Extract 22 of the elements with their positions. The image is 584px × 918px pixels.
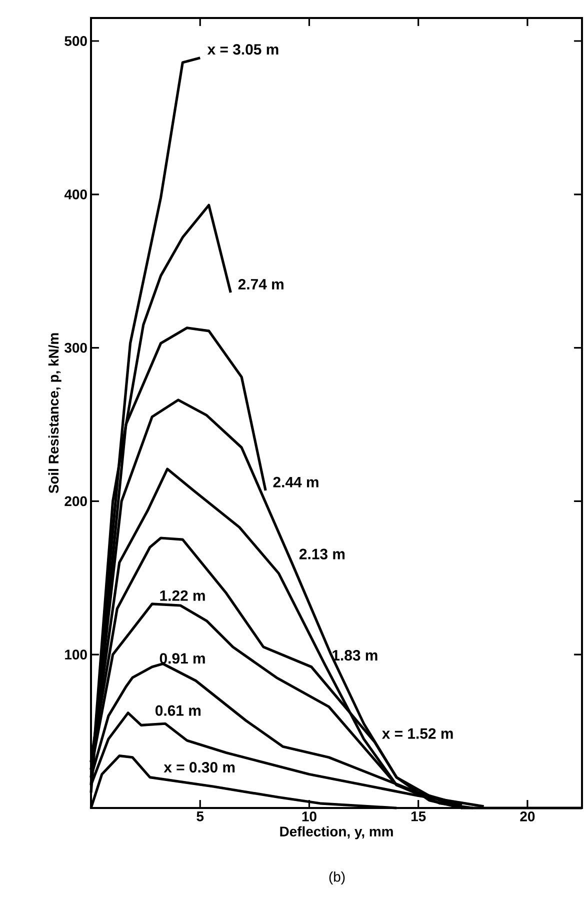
x-tick-label: 10 [302,812,316,822]
annotation: x = 0.30 m [164,762,235,773]
annotation: 0.61 m [156,705,200,716]
x-tick-label: 15 [411,812,426,822]
annotation: x = 3.05 m [207,44,278,55]
x-axis-title: Deflection, y, mm [280,826,393,840]
y-tick-label: 100 [65,650,87,660]
annotation: 2.13 m [299,548,345,560]
y-axis-title: Soil Resistance, p, kN/m [48,333,62,494]
annotation: x = 1.52 m [382,728,453,739]
annotation: 1.83 m [332,650,378,661]
x-tick-label: 5 [196,812,204,822]
y-tick-label: 500 [64,36,87,46]
annotation: 1.22 m [160,590,205,601]
y-tick-label: 400 [64,189,87,200]
annotation: 2.74 m [238,278,284,290]
text: (b) [329,872,345,885]
annotation: 2.44 m [273,476,318,488]
y-tick-label: 300 [64,342,87,353]
y-tick-label: 200 [64,496,87,506]
x-tick-label: 20 [520,812,535,822]
annotation: 0.91 m [160,653,205,664]
